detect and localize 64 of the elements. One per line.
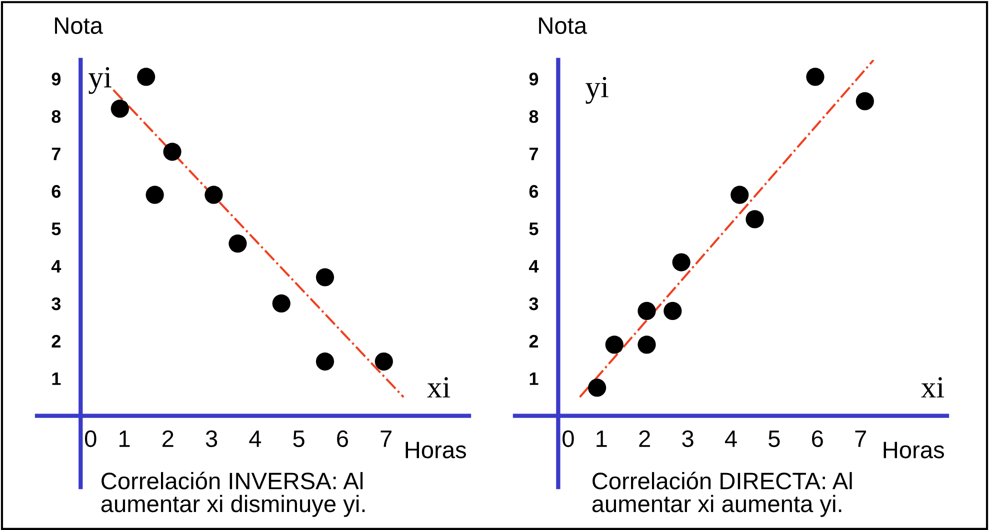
y-tick-label: 8 xyxy=(52,110,61,123)
y-tick-label: 9 xyxy=(52,72,61,86)
x-tick-label: 5 xyxy=(293,430,304,448)
x-tick-label: 7 xyxy=(855,430,866,447)
point xyxy=(730,186,749,204)
point xyxy=(163,142,182,161)
y-tick-label: 4 xyxy=(51,260,62,273)
point xyxy=(806,68,824,86)
point xyxy=(110,100,129,118)
annotation: yi xyxy=(88,67,112,94)
x-tick-label: 3 xyxy=(206,430,218,448)
x-tick-label: 1 xyxy=(120,430,130,447)
x-tick-label: 0 xyxy=(562,430,574,448)
point xyxy=(137,68,156,86)
point xyxy=(272,294,290,313)
x-tick-label: 4 xyxy=(724,430,737,447)
x-axis-title: Horas xyxy=(884,442,944,458)
y-tick-label: 2 xyxy=(529,334,538,348)
x-tick-label: 3 xyxy=(682,430,694,448)
y-tick-label: 1 xyxy=(530,372,538,385)
x-tick-label: 5 xyxy=(768,430,780,448)
x-tick-label: 4 xyxy=(249,430,262,447)
y-tick-label: 7 xyxy=(52,148,60,160)
point xyxy=(638,336,656,354)
point xyxy=(146,186,164,204)
y-tick-label: 4 xyxy=(528,260,539,273)
annotation: Correlación INVERSA: Al aumentar xi disminuye yi. xyxy=(101,472,365,517)
y-tick-label: 2 xyxy=(52,334,60,348)
annotation: yi xyxy=(586,76,608,104)
y-tick-label: 1 xyxy=(52,372,61,385)
y-tick-label: 6 xyxy=(529,185,538,198)
y-tick-label: 5 xyxy=(529,222,538,236)
point xyxy=(672,253,690,272)
x-tick-label: 7 xyxy=(380,430,392,447)
y-tick-label: 7 xyxy=(529,148,538,160)
point xyxy=(605,336,624,354)
x-tick-label: 1 xyxy=(596,430,607,447)
point xyxy=(856,92,874,110)
x-axis-title: Horas xyxy=(406,442,466,458)
x-tick-label: 6 xyxy=(337,430,348,448)
x-tick-label: 2 xyxy=(162,430,174,447)
y-tick-label: 3 xyxy=(529,297,538,310)
x-tick-label: 6 xyxy=(812,430,823,448)
point xyxy=(746,210,764,228)
y-axis-title: Nota xyxy=(55,18,103,34)
point xyxy=(374,352,393,371)
annotation: xi xyxy=(427,377,450,398)
x-tick-label: 0 xyxy=(84,430,96,448)
y-tick-label: 9 xyxy=(529,72,538,86)
point xyxy=(588,378,606,397)
y-tick-label: 5 xyxy=(52,222,61,236)
point xyxy=(204,186,223,204)
annotation: Correlación DIRECTA: Al aumentar xi aumenta yi. xyxy=(592,472,852,517)
y-axis-title: Nota xyxy=(539,18,588,34)
y-tick-label: 6 xyxy=(52,185,61,198)
point xyxy=(638,302,656,320)
point xyxy=(316,268,334,286)
point xyxy=(316,352,334,371)
y-tick-label: 3 xyxy=(52,297,61,310)
annotation: xi xyxy=(921,377,944,398)
x-tick-label: 2 xyxy=(639,430,650,447)
point xyxy=(664,302,682,320)
y-tick-label: 8 xyxy=(529,110,538,123)
point xyxy=(228,234,247,253)
